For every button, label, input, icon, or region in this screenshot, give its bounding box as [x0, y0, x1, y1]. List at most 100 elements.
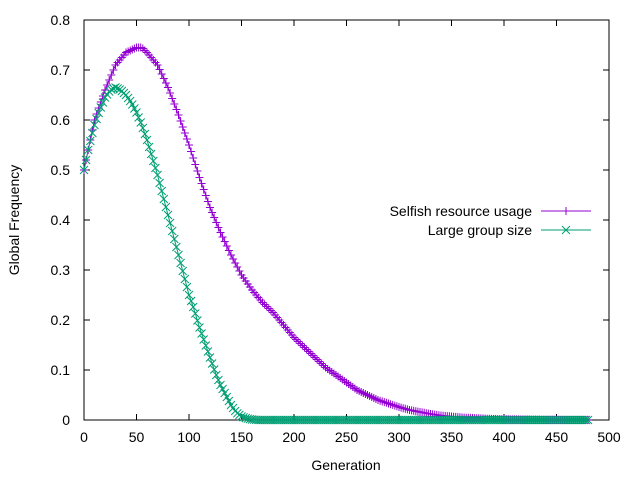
data-point: [298, 415, 307, 425]
data-point: [369, 394, 378, 402]
data-point: [316, 415, 326, 425]
data-point: [399, 404, 408, 413]
data-point: [264, 304, 273, 313]
data-point: [302, 345, 311, 354]
data-point: [163, 210, 173, 220]
data-point: [327, 368, 336, 376]
data-point: [130, 104, 139, 113]
data-point: [285, 415, 295, 425]
data-point: [355, 387, 364, 395]
data-point: [176, 258, 185, 268]
data-point: [430, 415, 440, 425]
data-point: [161, 202, 171, 212]
data-point: [111, 83, 120, 92]
data-point: [421, 415, 431, 425]
data-point: [107, 71, 116, 79]
data-point: [350, 384, 359, 393]
data-point: [308, 415, 318, 425]
data-point: [272, 415, 282, 425]
data-point: [321, 415, 330, 425]
data-point: [251, 415, 261, 425]
data-point: [493, 415, 503, 425]
series-large-group-size: [79, 83, 593, 425]
data-point: [337, 415, 347, 425]
data-point: [140, 129, 150, 139]
legend: Selfish resource usage Large group size: [390, 203, 591, 238]
data-point: [92, 114, 101, 124]
y-tick-label: 0.7: [51, 62, 71, 78]
y-tick-label: 0.6: [51, 112, 71, 128]
data-point: [413, 415, 423, 425]
data-point: [233, 263, 242, 271]
data-point: [417, 415, 427, 425]
data-point: [476, 415, 486, 425]
data-point: [218, 233, 227, 241]
data-point: [188, 302, 198, 312]
data-point: [300, 415, 309, 425]
data-point: [296, 339, 305, 348]
data-point: [340, 377, 349, 385]
data-point: [447, 415, 456, 425]
data-point: [451, 415, 461, 425]
data-point: [126, 46, 135, 55]
data-point: [94, 108, 104, 118]
data-point: [392, 402, 401, 411]
data-point: [392, 415, 402, 425]
data-point: [157, 70, 166, 78]
x-tick-label: 500: [597, 429, 621, 445]
data-point: [193, 316, 202, 325]
data-point: [457, 415, 467, 425]
data-point: [270, 415, 280, 425]
data-point: [374, 396, 382, 404]
x-tick-label: 450: [545, 429, 569, 445]
data-point: [487, 415, 496, 425]
data-point: [193, 167, 202, 175]
legend-sample-marker: [562, 207, 570, 215]
data-point: [155, 178, 164, 188]
data-point: [208, 208, 217, 217]
data-point: [214, 223, 223, 232]
data-point: [178, 123, 187, 131]
data-point: [266, 415, 276, 425]
data-point: [390, 401, 399, 410]
data-point: [79, 165, 89, 175]
data-point: [499, 415, 509, 425]
data-point: [526, 415, 536, 425]
data-point: [539, 415, 549, 425]
data-point: [159, 194, 169, 204]
data-point: [127, 100, 137, 109]
data-point: [564, 415, 574, 425]
data-point: [136, 43, 145, 52]
data-point: [224, 396, 234, 406]
data-point: [258, 298, 267, 307]
data-point: [472, 415, 482, 425]
data-point: [319, 415, 328, 425]
data-point: [189, 154, 198, 162]
data-point: [489, 415, 498, 425]
data-point: [166, 89, 175, 97]
data-point: [109, 66, 118, 74]
data-point: [136, 118, 146, 127]
data-point: [361, 415, 370, 425]
data-point: [379, 415, 389, 425]
data-point: [210, 213, 219, 222]
data-point: [211, 370, 221, 380]
data-point: [566, 415, 576, 425]
data-point: [317, 359, 326, 368]
data-point: [531, 415, 540, 425]
data-point: [178, 266, 188, 276]
x-tick-label: 350: [440, 429, 464, 445]
x-axis-label: Generation: [311, 457, 380, 473]
data-point: [203, 347, 213, 356]
y-axis-label: Global Frequency: [6, 165, 22, 276]
data-point: [512, 415, 521, 425]
data-point: [556, 415, 566, 425]
data-point: [491, 415, 500, 425]
data-point: [334, 372, 343, 381]
data-point: [148, 156, 158, 166]
data-point: [388, 400, 397, 409]
data-point: [344, 415, 353, 425]
data-point: [262, 302, 271, 311]
data-point: [342, 415, 351, 425]
